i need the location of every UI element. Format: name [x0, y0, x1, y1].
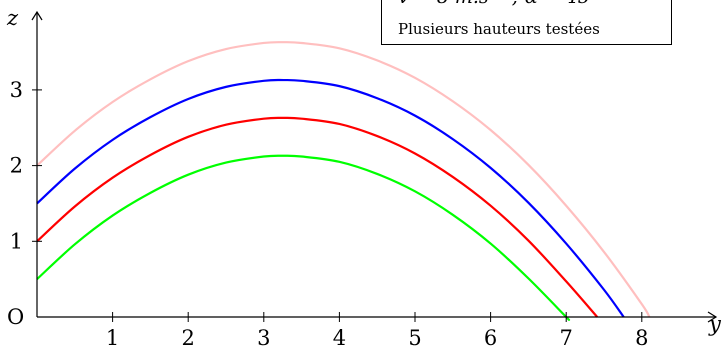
x-tick-label: 8 [635, 326, 648, 348]
x-axis-label: y [708, 312, 722, 336]
legend-box: v = 8 m.s⁻¹ ; α = 45° Plusieurs hauteurs… [381, 0, 672, 45]
x-tick-label: 6 [484, 326, 497, 348]
y-axis-label: z [6, 6, 19, 30]
y-axis-arrow [31, 10, 43, 21]
x-tick-label: 7 [560, 326, 573, 348]
trajectory-series-line-3 [36, 116, 599, 318]
x-tick-label: 4 [333, 326, 346, 348]
x-tick-label: 2 [182, 326, 195, 348]
origin-label: O [7, 305, 24, 329]
x-tick-label: 1 [106, 326, 119, 348]
y-tick-label: 3 [10, 78, 23, 102]
x-tick-label: 5 [408, 326, 421, 348]
legend-subtitle: Plusieurs hauteurs testées [398, 20, 600, 38]
legend-speed-angle: v = 8 m.s⁻¹ ; α = 45° [398, 0, 599, 8]
trajectory-series-line-1 [36, 41, 651, 318]
x-tick-label: 3 [257, 326, 270, 348]
trajectory-series-line-2 [36, 78, 625, 318]
y-tick-label: 1 [10, 229, 23, 253]
y-tick-label: 2 [10, 154, 23, 178]
trajectory-series-line-4 [36, 154, 571, 321]
x-axis-arrow [707, 311, 718, 323]
